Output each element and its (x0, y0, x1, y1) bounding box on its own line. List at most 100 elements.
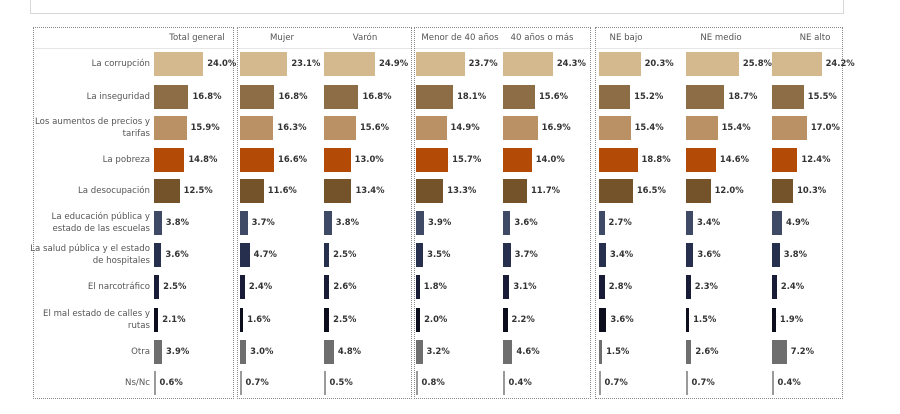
bar (503, 275, 510, 299)
data-label: 24.2% (825, 58, 855, 68)
bar (154, 116, 187, 140)
data-label: 1.8% (423, 281, 447, 291)
bar (772, 211, 783, 235)
bar (772, 243, 780, 267)
bar (599, 116, 631, 140)
column-header: Mujer (269, 33, 295, 43)
data-label: 11.6% (267, 185, 297, 195)
data-label: 16.8% (192, 91, 222, 101)
bar (686, 371, 688, 395)
bar (324, 85, 359, 109)
bar (416, 148, 449, 172)
header-divider (596, 48, 842, 49)
data-label: 2.5% (163, 281, 187, 291)
data-label: 0.7% (245, 377, 269, 387)
data-label: 14.0% (535, 154, 565, 164)
bar (154, 243, 162, 267)
bar (240, 179, 264, 203)
bar (772, 179, 794, 203)
data-label: 15.2% (634, 91, 664, 101)
data-label: 12.5% (183, 185, 213, 195)
header-divider (238, 48, 411, 49)
data-label: 2.4% (248, 281, 273, 291)
bar (686, 340, 692, 364)
bar (240, 52, 288, 76)
bar (154, 275, 160, 299)
data-label: 3.7% (251, 217, 275, 227)
data-label: 2.2% (511, 314, 535, 324)
bar (503, 52, 553, 76)
column-header: Varón (352, 33, 378, 43)
data-label: 3.4% (696, 217, 721, 227)
bar (154, 85, 189, 109)
data-label: 15.4% (721, 122, 751, 132)
data-label: 3.6% (610, 314, 634, 324)
data-label: 11.7% (530, 185, 561, 195)
data-label: 18.7% (728, 91, 758, 101)
data-label: 2.7% (608, 217, 632, 227)
bar (772, 371, 774, 395)
bar (240, 371, 242, 395)
data-label: 0.6% (159, 377, 183, 387)
data-label: 3.0% (250, 346, 274, 356)
bar (686, 275, 691, 299)
data-label: 3.2% (426, 346, 450, 356)
category-label: Los aumentos de precios y tarifas (35, 117, 150, 139)
bar (154, 179, 180, 203)
data-label: 2.6% (333, 281, 357, 291)
panel-0 (33, 27, 234, 399)
data-label: 14.6% (719, 154, 749, 164)
category-label: Otra (131, 347, 150, 357)
data-label: 16.3% (277, 122, 307, 132)
data-label: 3.6% (697, 249, 721, 259)
data-label: 2.8% (608, 281, 632, 291)
data-label: 7.2% (790, 346, 814, 356)
data-label: 3.8% (335, 217, 360, 227)
data-label: 4.8% (337, 346, 362, 356)
bar (240, 211, 248, 235)
bar (416, 211, 424, 235)
bar (772, 148, 798, 172)
data-label: 23.1% (291, 58, 321, 68)
bar (324, 211, 332, 235)
data-label: 3.5% (427, 249, 451, 259)
bar (599, 340, 603, 364)
bar (686, 148, 716, 172)
bar (240, 116, 274, 140)
bar (240, 275, 245, 299)
data-label: 0.7% (691, 377, 715, 387)
bar (154, 340, 162, 364)
data-label: 12.4% (801, 154, 831, 164)
data-label: 1.5% (693, 314, 717, 324)
data-label: 24.0% (207, 58, 237, 68)
data-label: 3.4% (609, 249, 634, 259)
data-label: 3.1% (513, 281, 537, 291)
data-label: 13.3% (447, 185, 477, 195)
category-label: Ns/Nc (125, 378, 150, 388)
column-header: NE medio (700, 33, 742, 43)
data-label: 18.1% (457, 91, 487, 101)
bar (503, 308, 508, 332)
data-label: 15.6% (538, 91, 569, 101)
column-header: 40 años o más (510, 33, 574, 43)
bar (772, 340, 787, 364)
column-header: Total general (169, 33, 225, 43)
bar (686, 179, 711, 203)
bar (599, 85, 631, 109)
data-label: 18.8% (641, 154, 671, 164)
panel-1 (237, 27, 412, 399)
bar (599, 148, 638, 172)
bar (686, 211, 693, 235)
data-label: 0.4% (777, 377, 801, 387)
bar (503, 148, 532, 172)
bar (240, 340, 247, 364)
bar (324, 275, 330, 299)
category-label: La desocupación (78, 186, 150, 196)
data-label: 17.0% (810, 122, 840, 132)
bar (686, 85, 725, 109)
bar (416, 85, 454, 109)
panel-3 (595, 27, 843, 399)
category-label: El mal estado de calles y rutas (43, 309, 150, 331)
data-label: 2.1% (162, 314, 186, 324)
data-label: 4.9% (786, 217, 810, 227)
